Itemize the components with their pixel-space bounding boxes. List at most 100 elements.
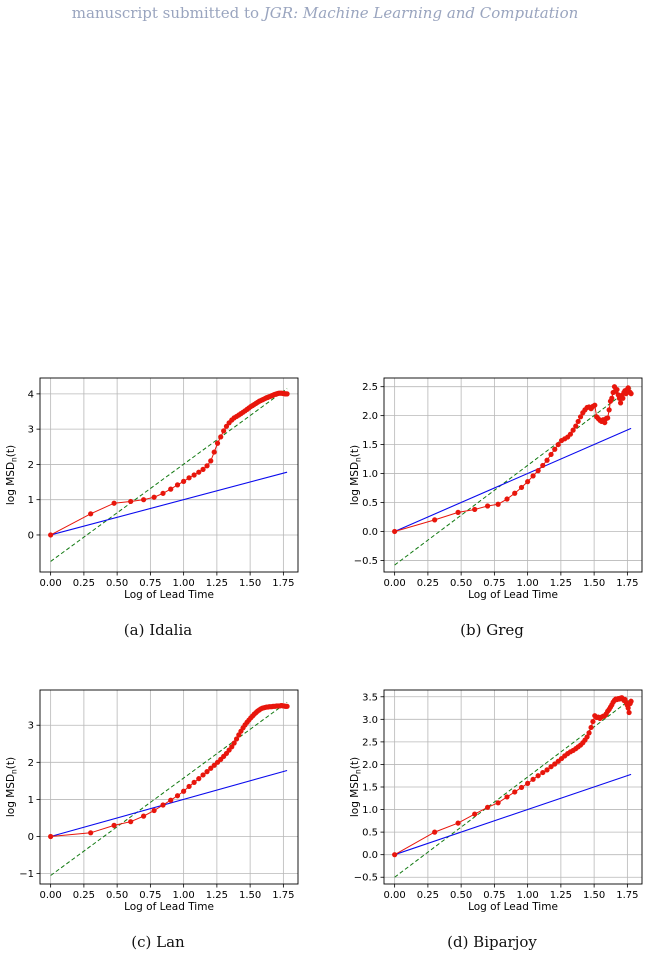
data-point	[174, 482, 181, 488]
x-tick-label: 1.00	[172, 578, 194, 589]
data-point	[160, 802, 166, 808]
series-line-fit	[50, 769, 288, 838]
data-point	[208, 458, 214, 464]
data-point	[174, 793, 181, 799]
chart-svg-lan: 0.00 0.25 0.50 0.75 1.00 1.25 1.50 1.75 −1 0 1 2 3 Lo…	[5, 689, 299, 913]
data-point	[191, 779, 197, 785]
y-axis-label-main: log MSD	[5, 462, 17, 505]
data-point	[530, 776, 536, 782]
x-tick-label: 1.00	[516, 578, 538, 589]
data-point	[140, 813, 147, 819]
data-point	[211, 449, 217, 455]
axes-frame	[39, 689, 299, 885]
x-tick-label: 1.25	[206, 890, 228, 901]
data-point	[151, 807, 157, 814]
x-axis-label: Log of Lead Time	[124, 589, 214, 601]
header-journal: JGR: Machine Learning and Computation	[263, 4, 579, 22]
x-tick-label: 1.75	[616, 578, 638, 589]
x-tick-label: 1.75	[272, 578, 294, 589]
data-point	[455, 509, 461, 515]
data-point	[432, 517, 438, 523]
data-point	[233, 736, 240, 742]
x-tick-label: 1.75	[272, 890, 294, 901]
y-axis-label-main: log MSD	[5, 774, 17, 817]
y-axis-label-sub: n	[10, 457, 19, 462]
data-point	[392, 852, 398, 858]
x-tick-label: 0.25	[417, 578, 439, 589]
y-tick-label: 0.5	[362, 498, 378, 509]
y-axis-label-sub: n	[10, 769, 19, 774]
data-point	[48, 532, 54, 538]
data-point	[540, 462, 546, 469]
y-axis-label-tail: (t)	[5, 445, 17, 457]
data-point	[525, 780, 531, 786]
data-point	[575, 418, 581, 425]
data-point	[186, 475, 192, 481]
y-tick-label: 0	[28, 832, 34, 843]
y-tick-label: 1	[28, 495, 34, 506]
data-point	[432, 829, 438, 835]
data-point	[392, 528, 398, 535]
data-point	[540, 769, 546, 776]
series-line-fit	[394, 427, 632, 532]
data-point	[495, 800, 501, 806]
caption-greg: (b) Greg	[460, 621, 524, 639]
axes-frame	[383, 377, 643, 573]
data-point	[484, 804, 491, 810]
data-point	[200, 772, 206, 778]
data-point	[191, 472, 197, 478]
x-tick-label: 1.50	[239, 890, 261, 901]
x-axis-label: Log of Lead Time	[468, 589, 558, 601]
y-tick-label: 0.5	[362, 828, 378, 839]
y-axis-label-sub: n	[354, 769, 363, 774]
y-tick-label: −1	[19, 869, 34, 880]
data-point	[518, 484, 525, 491]
chart-svg-greg: 0.00 0.25 0.50 0.75 1.00 1.25 1.50 1.75 −0.5 0.0 0…	[349, 377, 643, 601]
x-tick-label: 1.50	[583, 890, 605, 901]
caption-lan: (c) Lan	[131, 933, 185, 951]
data-point	[48, 833, 54, 840]
data-point	[204, 769, 210, 775]
data-point	[204, 463, 210, 469]
series-line-fit	[50, 471, 288, 536]
x-tick-label: 0.75	[483, 890, 505, 901]
y-tick-label: −0.5	[354, 556, 378, 567]
x-tick-label: 0.25	[73, 578, 95, 589]
series-line-fit	[394, 773, 632, 856]
x-tick-label: 1.75	[616, 890, 638, 901]
data-point	[584, 734, 590, 740]
y-tick-label: 1.0	[362, 469, 378, 480]
header-prefix: manuscript submitted to	[71, 4, 264, 22]
data-point	[590, 718, 596, 725]
data-point	[208, 765, 214, 771]
x-axis-label: Log of Lead Time	[468, 901, 558, 913]
y-tick-label: 1.0	[362, 805, 378, 816]
data-point	[567, 431, 574, 437]
data-point	[160, 490, 166, 496]
chart-panel-idalia: 0.00 0.25 0.50 0.75 1.00 1.25 1.50 1.75 0 1 2 3 4 Log…	[5, 372, 308, 602]
data-point	[88, 830, 94, 836]
data-point	[472, 506, 478, 513]
y-tick-label: 2.0	[362, 411, 378, 422]
data-point	[151, 494, 157, 500]
y-tick-label: 2	[28, 460, 34, 471]
data-point	[625, 705, 631, 711]
x-tick-label: 0.50	[106, 578, 128, 589]
y-tick-label: 2.5	[362, 382, 378, 393]
chart-panel-biparjoy: 0.00 0.25 0.50 0.75 1.00 1.25 1.50 1.75 −0.5 0.0 0…	[349, 684, 650, 914]
y-axis-label-tail: (t)	[349, 757, 361, 769]
y-axis-label-main: log MSD	[349, 774, 361, 817]
data-point	[504, 794, 510, 800]
x-axis-label: Log of Lead Time	[124, 901, 214, 913]
y-tick-label: 0.0	[362, 850, 378, 861]
y-tick-label: 1.5	[362, 783, 378, 794]
x-tick-label: 1.25	[206, 578, 228, 589]
y-tick-label: 3.5	[362, 692, 378, 703]
y-tick-label: 3	[28, 721, 34, 732]
data-point	[495, 501, 501, 507]
y-axis-label: log MSDn(t)	[5, 757, 19, 817]
y-tick-label: 3	[28, 425, 34, 436]
x-tick-label: 0.50	[450, 890, 472, 901]
chart-svg-idalia: 0.00 0.25 0.50 0.75 1.00 1.25 1.50 1.75 0 1 2 3 4 Log…	[5, 377, 299, 601]
data-point	[196, 776, 202, 782]
